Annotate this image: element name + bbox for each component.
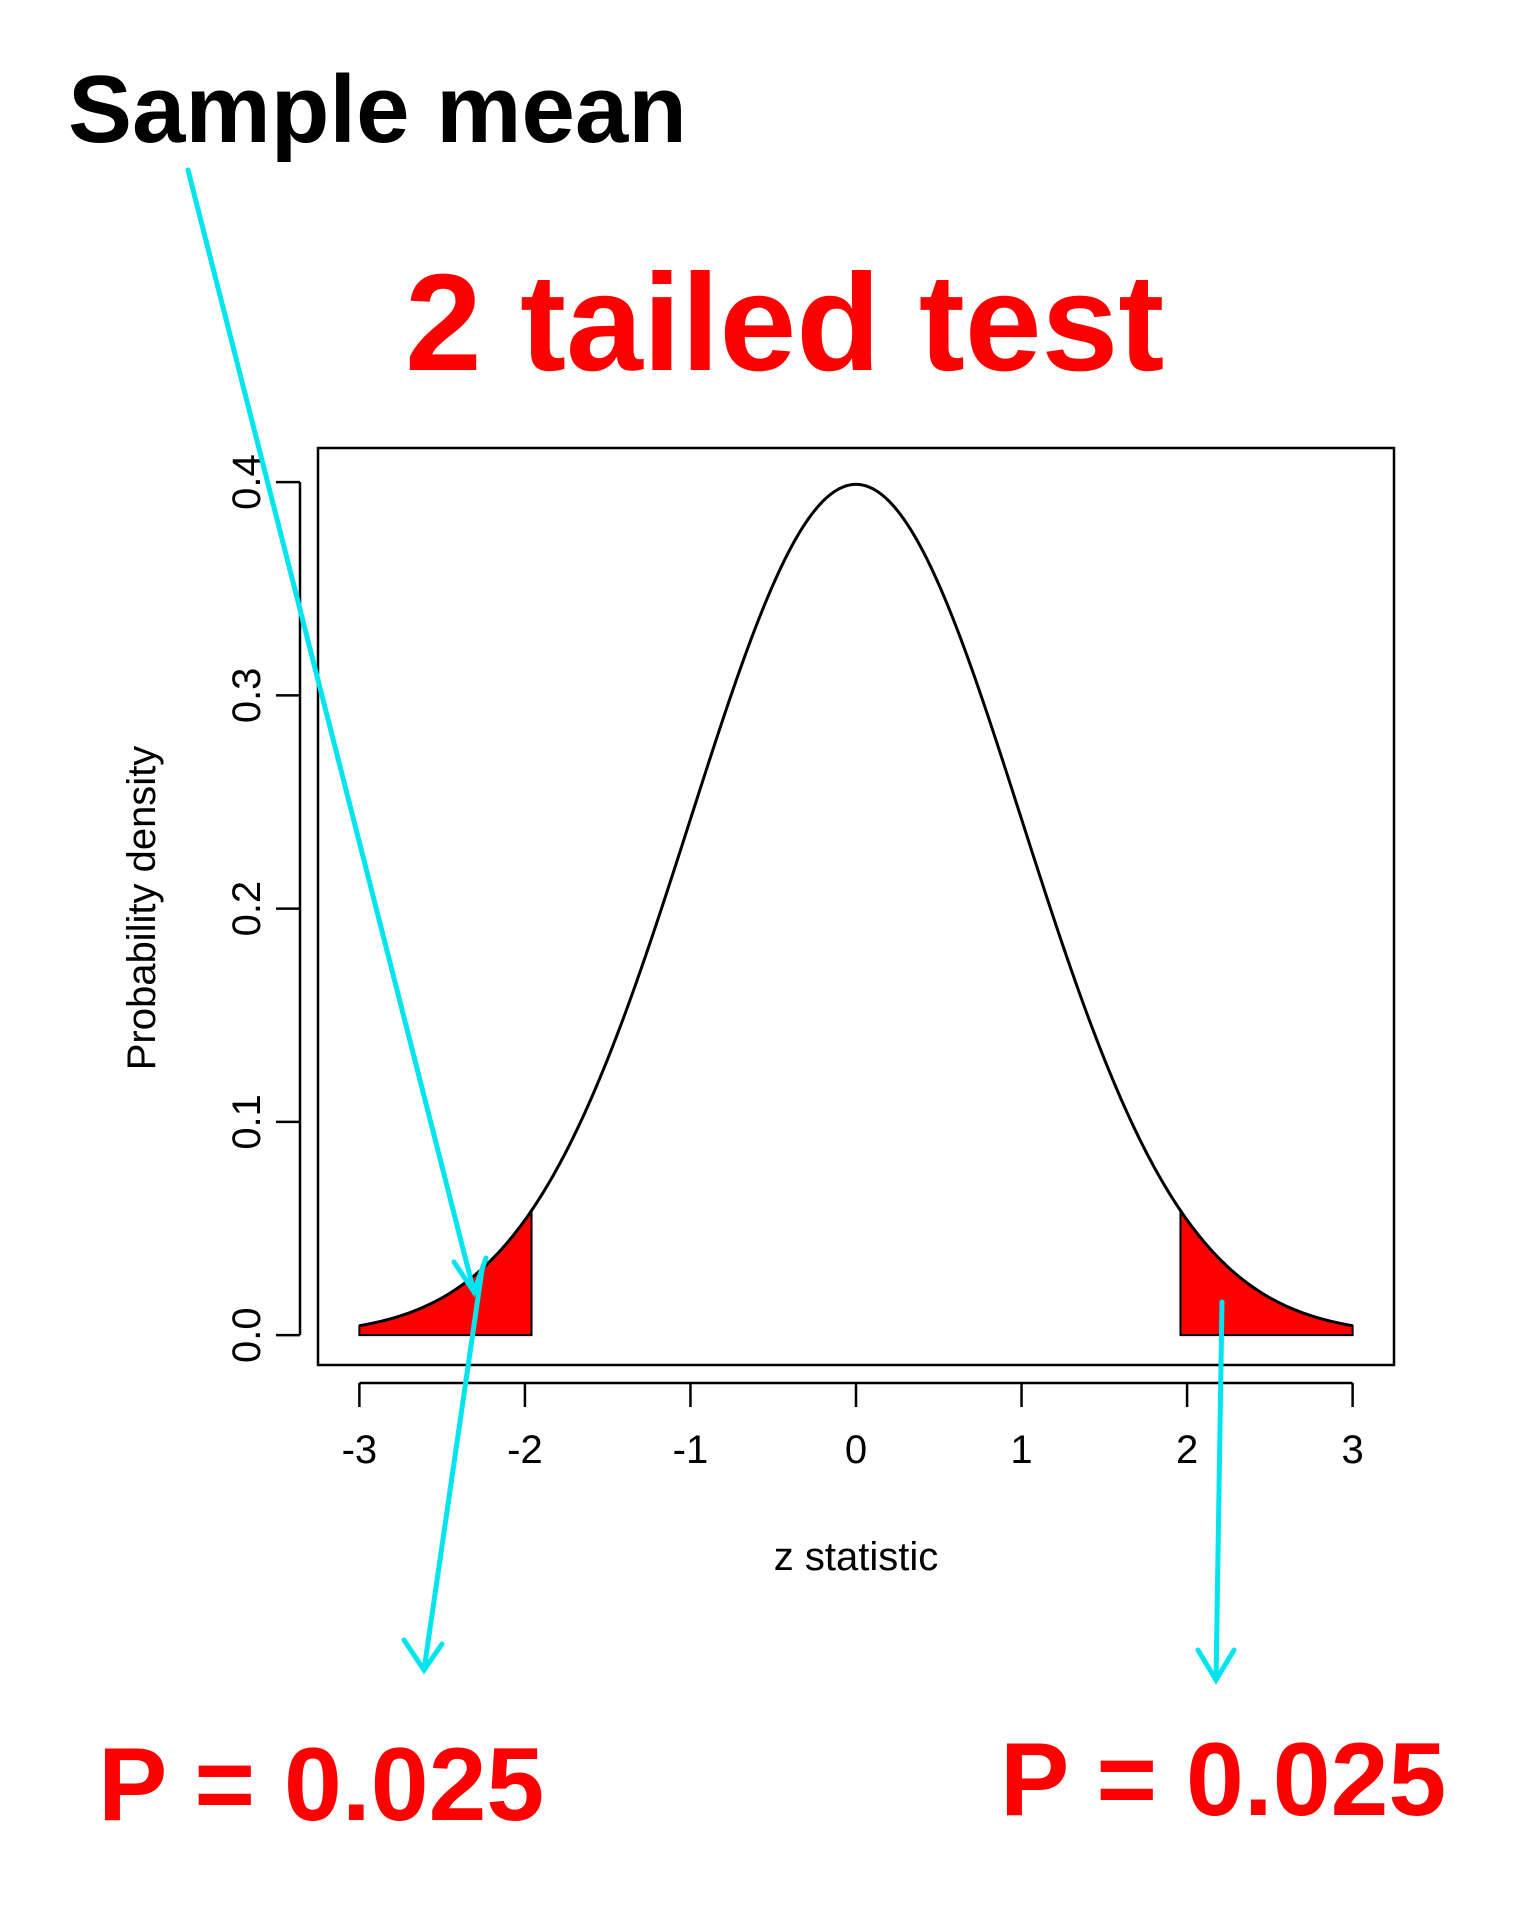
y-tick-label: 0.1 bbox=[225, 1094, 269, 1150]
plot-frame bbox=[316, 446, 1396, 1367]
x-axis: -3 -2 -1 0 1 2 3 bbox=[342, 1381, 1364, 1472]
x-tick-label: 2 bbox=[1176, 1428, 1198, 1472]
y-tick-label: 0.0 bbox=[225, 1307, 269, 1363]
sample-mean-label: Sample mean bbox=[68, 56, 687, 163]
y-tick-label: 0.3 bbox=[225, 668, 269, 724]
left-p-value: P = 0.025 bbox=[98, 1727, 544, 1843]
right-tail-arrow bbox=[1195, 1299, 1237, 1685]
x-tick-label: -3 bbox=[342, 1428, 378, 1472]
left-tail-area bbox=[358, 1207, 533, 1337]
x-axis-label: z statistic bbox=[774, 1535, 938, 1579]
x-tick-label: 1 bbox=[1010, 1428, 1032, 1472]
y-axis: 0.00.10.20.30.4 bbox=[225, 454, 302, 1363]
x-tick-label: 0 bbox=[845, 1428, 867, 1472]
left-tail-arrow bbox=[401, 1267, 485, 1675]
y-tick-label: 0.2 bbox=[225, 881, 269, 937]
y-axis-label: Probability density bbox=[120, 746, 164, 1071]
x-tick-label: -1 bbox=[673, 1428, 709, 1472]
density-curve bbox=[359, 482, 1353, 1328]
x-tick-label: 3 bbox=[1341, 1428, 1363, 1472]
x-tick-label: -2 bbox=[507, 1428, 543, 1472]
right-p-value: P = 0.025 bbox=[1000, 1722, 1446, 1838]
test-title: 2 tailed test bbox=[405, 246, 1164, 400]
right-tail-area bbox=[1179, 1207, 1354, 1337]
